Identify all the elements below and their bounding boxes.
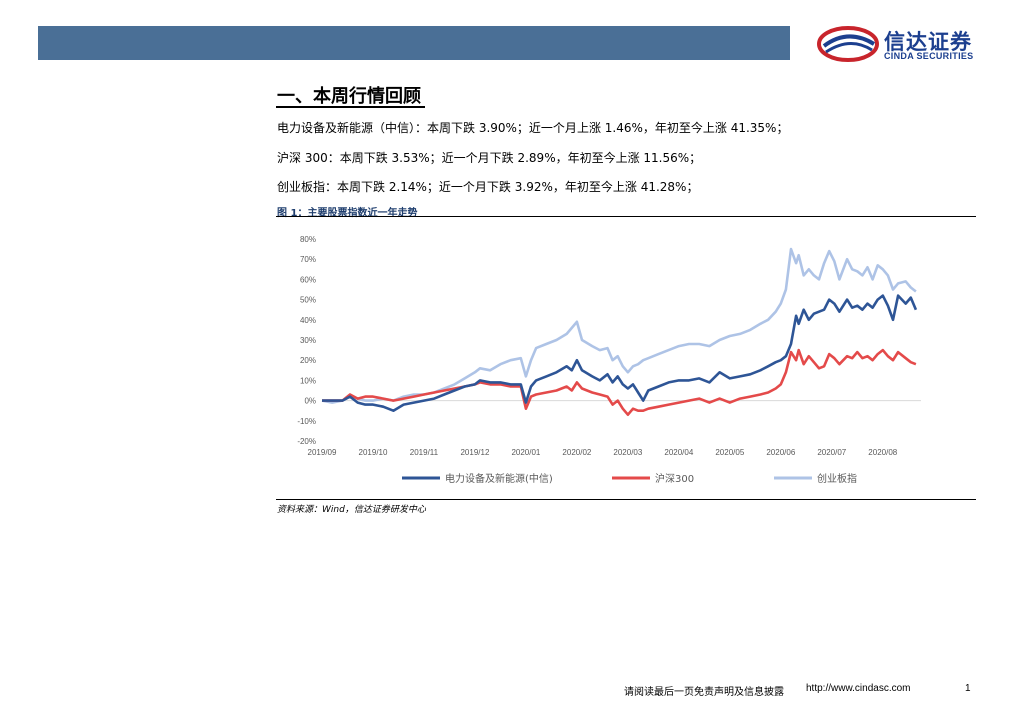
summary-chinext: 创业板指：本周下跌 2.14%；近一个月下跌 3.92%，年初至今上涨 41.2… [277,180,699,194]
x-tick-label: 2020/01 [511,448,540,457]
y-tick-label: 0% [304,397,316,406]
brand-name-cn: 信达证券 [884,30,972,54]
y-tick-label: -20% [297,437,316,446]
chart-legend: 电力设备及新能源(中信) 沪深300 创业板指 [402,472,857,485]
x-tick-label: 2020/07 [817,448,846,457]
series-lines [321,247,918,416]
summary-power-equipment: 电力设备及新能源（中信）：本周下跌 3.90%；近一个月上涨 1.46%，年初至… [277,121,789,135]
x-tick-label: 2019/09 [308,448,337,457]
index-trend-chart: 80% 70% 60% 50% 40% 30% 20% 10% 0% -10% -20% 2019/… [297,235,921,485]
figure-title: 图 1：主要股票指数近一年走势 [277,208,418,219]
x-axis-ticks: 2019/09 2019/10 2019/11 2019/12 2020/01 2020/… [308,448,898,457]
legend-label: 创业板指 [817,472,857,485]
summary-hs300: 沪深 300：本周下跌 3.53%；近一个月下跌 2.89%，年初至今上涨 11… [277,151,702,165]
legend-label: 沪深300 [655,472,694,485]
header-bar [38,26,790,60]
y-tick-label: 70% [300,255,316,264]
footer-disclaimer: 请阅读最后一页免责声明及信息披露 [624,687,784,698]
x-tick-label: 2020/03 [613,448,642,457]
x-tick-label: 2020/04 [664,448,693,457]
y-tick-label: 40% [300,316,316,325]
x-tick-label: 2019/11 [410,448,439,457]
footer-url[interactable]: http://www.cindasc.com [806,683,911,694]
y-tick-label: 60% [300,275,316,284]
section-underline [276,106,425,108]
y-tick-label: 30% [300,336,316,345]
figure-top-rule [276,216,976,217]
y-tick-label: 10% [300,376,316,385]
section-title: 一、本周行情回顾 [277,86,421,107]
y-axis-ticks: 80% 70% 60% 50% 40% 30% 20% 10% 0% -10% -20% [297,235,316,446]
figure-bottom-rule [276,499,976,500]
x-tick-label: 2020/06 [766,448,795,457]
legend-label: 电力设备及新能源(中信) [445,472,553,485]
y-tick-label: 20% [300,356,316,365]
y-tick-label: 80% [300,235,316,244]
brand-name-en: CINDA SECURITIES [884,51,974,61]
x-tick-label: 2020/08 [868,448,897,457]
figure-source: 资料来源：Wind，信达证券研发中心 [277,505,426,515]
cinda-logo [817,26,879,62]
x-tick-label: 2020/02 [562,448,591,457]
series-line-1 [322,348,917,416]
x-tick-label: 2019/10 [359,448,388,457]
y-tick-label: 50% [300,296,316,305]
y-tick-label: -10% [297,417,316,426]
x-tick-label: 2020/05 [715,448,744,457]
series-line-2 [321,247,917,404]
x-tick-label: 2019/12 [460,448,489,457]
page-number: 1 [965,683,971,694]
series-line-0 [322,294,918,412]
